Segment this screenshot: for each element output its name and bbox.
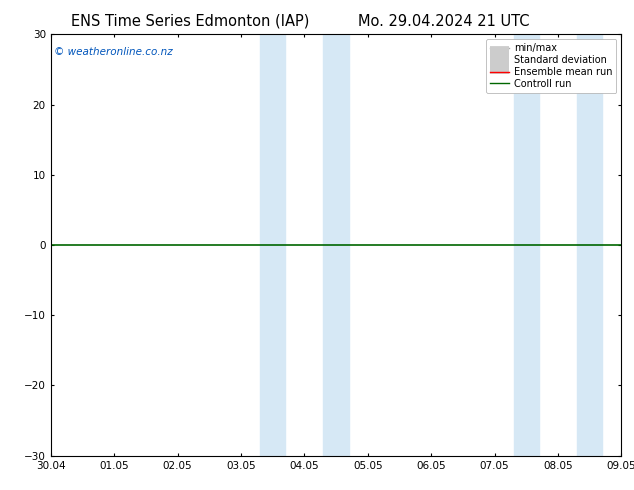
Bar bbox=[323, 34, 349, 456]
Text: ENS Time Series Edmonton (IAP): ENS Time Series Edmonton (IAP) bbox=[71, 14, 309, 29]
Bar bbox=[260, 34, 285, 456]
Legend: min/max, Standard deviation, Ensemble mean run, Controll run: min/max, Standard deviation, Ensemble me… bbox=[486, 39, 616, 93]
Bar bbox=[514, 34, 539, 456]
Text: © weatheronline.co.nz: © weatheronline.co.nz bbox=[53, 47, 172, 57]
Bar bbox=[577, 34, 602, 456]
Text: Mo. 29.04.2024 21 UTC: Mo. 29.04.2024 21 UTC bbox=[358, 14, 529, 29]
